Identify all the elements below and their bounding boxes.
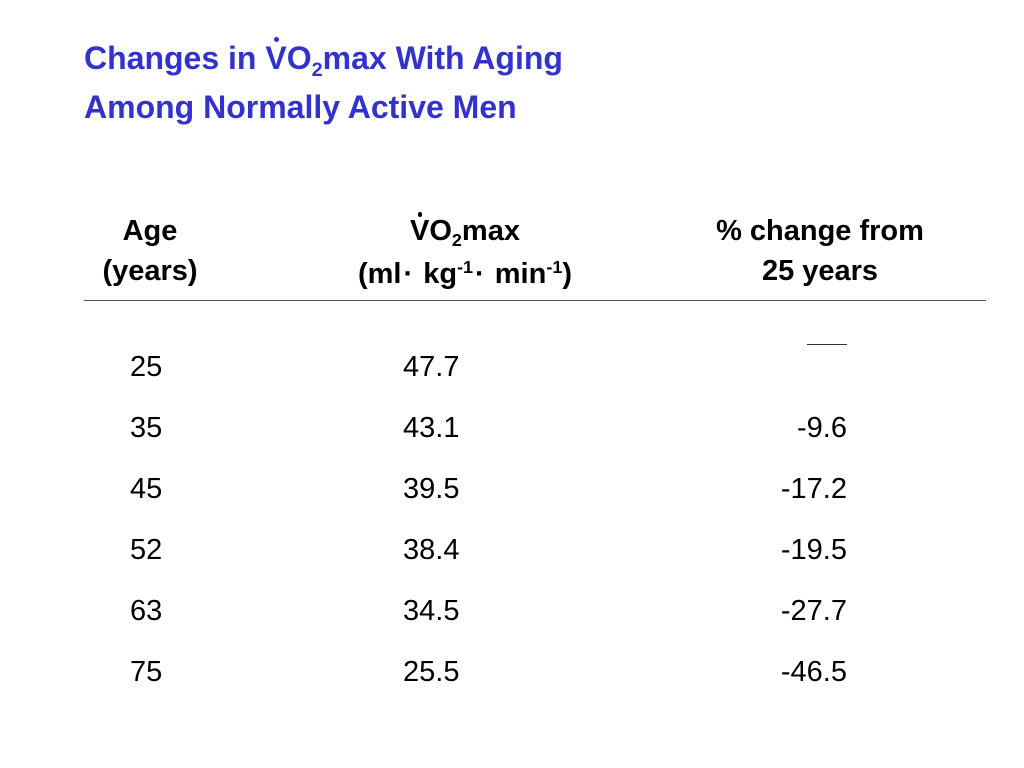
header-o: O: [429, 215, 452, 247]
age-cell: 75: [130, 656, 163, 688]
units-close: ): [562, 258, 572, 290]
title-o: O: [286, 40, 312, 76]
percent-change-cell: -27.7: [780, 595, 847, 627]
title-subscript-2: 2: [311, 58, 323, 81]
percent-change-cell: -19.5: [780, 534, 847, 566]
baseline-dash: [807, 343, 847, 345]
units-min: min: [486, 258, 547, 290]
percent-change-cell: -46.5: [780, 656, 847, 688]
title-prefix: Changes in: [84, 40, 266, 76]
percent-change-cell: -9.6: [797, 412, 847, 444]
header-pct-line2: 25 years: [761, 255, 879, 287]
title-line-2: Among Normally Active Men: [84, 89, 517, 125]
table-row: 25 47.7: [0, 343, 1024, 406]
header-vo2max: VO2max (ml· kg-1· min-1): [290, 211, 640, 297]
vo2max-cell: 25.5: [403, 656, 460, 688]
percent-change-cell: [807, 343, 847, 389]
header-age-line2: (years): [102, 255, 198, 287]
units-open: (ml: [357, 258, 402, 290]
title-v-dot: V: [265, 36, 287, 80]
title-suffix: max With Aging: [322, 40, 563, 76]
table-row: 35 43.1 -9.6: [0, 406, 1024, 467]
table-row: 52 38.4 -19.5: [0, 528, 1024, 589]
units-kg: kg: [415, 258, 458, 290]
age-cell: 63: [130, 595, 163, 627]
table-row: 63 34.5 -27.7: [0, 589, 1024, 650]
vo2max-cell: 47.7: [403, 351, 460, 383]
header-vo2max-units: (ml· kg-1· min-1): [290, 254, 640, 297]
age-cell: 52: [130, 534, 163, 566]
vo2max-cell: 39.5: [403, 473, 460, 505]
age-cell: 25: [130, 351, 163, 383]
table-row: 45 39.5 -17.2: [0, 467, 1024, 528]
units-exp-2: -1: [546, 257, 563, 278]
header-vo2max-line1: VO2max: [290, 211, 640, 254]
table-body: 25 47.7 35 43.1 -9.6 45 39.5 -17.2 52 38…: [0, 343, 1024, 711]
percent-change-cell: -17.2: [780, 473, 847, 505]
header-v-dot: V: [410, 211, 429, 251]
slide-title: Changes in VO2max With Aging Among Norma…: [84, 36, 563, 129]
vo2max-cell: 43.1: [403, 412, 460, 444]
vo2max-cell: 34.5: [403, 595, 460, 627]
age-cell: 45: [130, 473, 163, 505]
header-percent-change: % change from 25 years: [660, 211, 980, 291]
age-cell: 35: [130, 412, 163, 444]
units-exp-1: -1: [457, 257, 474, 278]
title-line-1: Changes in VO2max With Aging: [84, 36, 563, 85]
header-age-line1: Age: [122, 215, 178, 247]
header-subscript-2: 2: [451, 230, 462, 251]
vo2max-cell: 38.4: [403, 534, 460, 566]
table-row: 75 25.5 -46.5: [0, 650, 1024, 711]
header-age: Age (years): [60, 211, 240, 291]
units-dot-1: ·: [403, 258, 414, 290]
header-max: max: [461, 215, 520, 247]
header-divider: [84, 300, 986, 301]
units-dot-2: ·: [475, 258, 485, 290]
header-pct-line1: % change from: [716, 215, 924, 247]
